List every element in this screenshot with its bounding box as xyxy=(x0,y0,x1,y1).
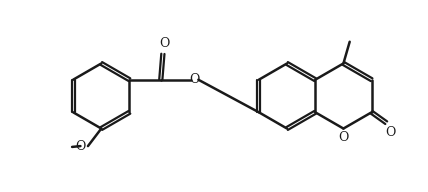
Text: O: O xyxy=(338,131,349,144)
Text: O: O xyxy=(75,140,86,153)
Text: O: O xyxy=(189,73,199,86)
Text: O: O xyxy=(159,37,170,50)
Text: O: O xyxy=(385,126,395,139)
